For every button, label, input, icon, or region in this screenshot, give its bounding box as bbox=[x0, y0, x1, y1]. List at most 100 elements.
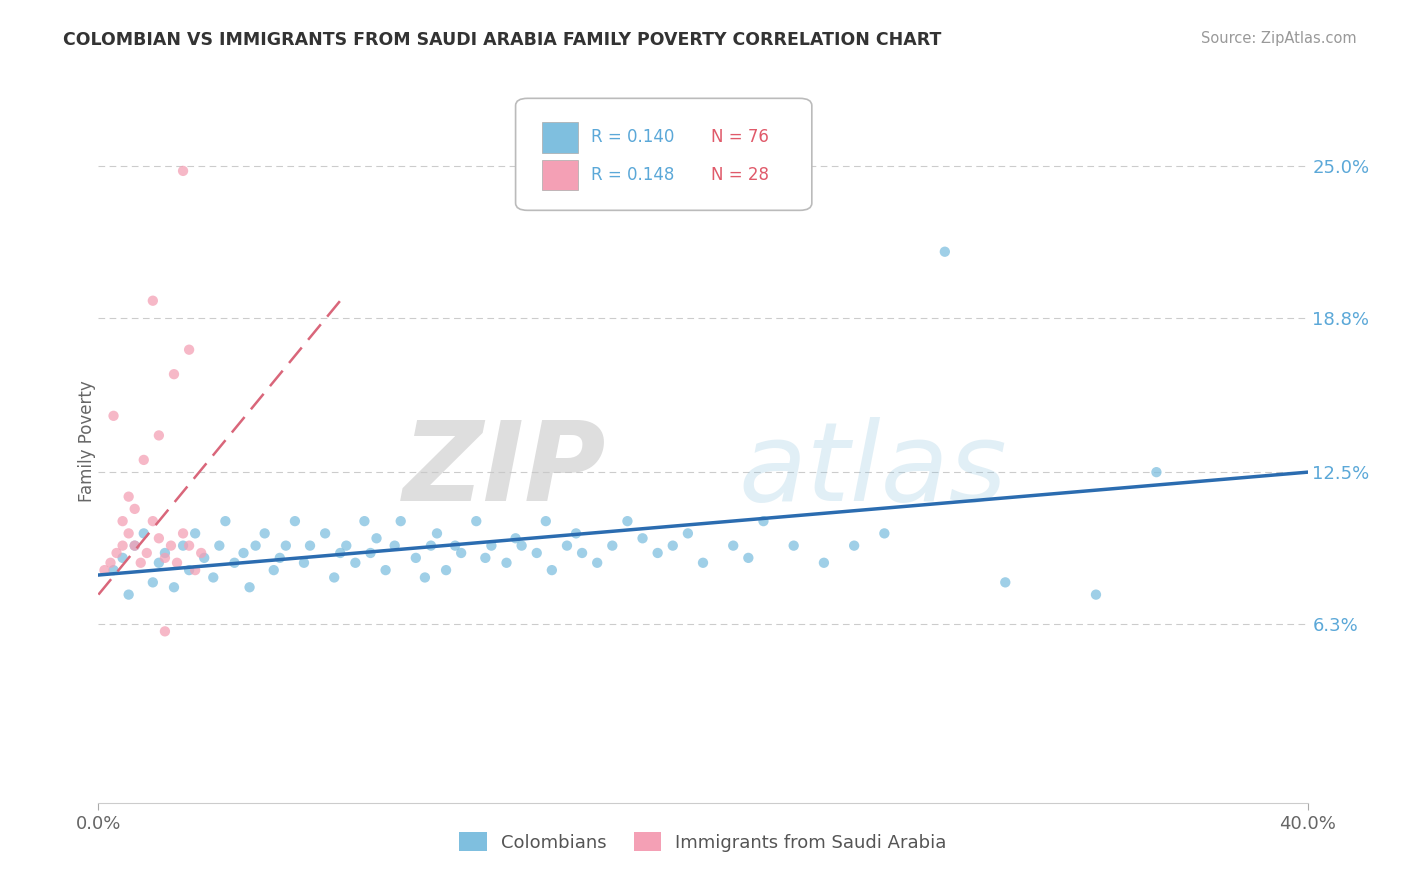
Point bbox=[172, 539, 194, 553]
Point bbox=[813, 556, 835, 570]
Point bbox=[602, 539, 624, 553]
Point bbox=[692, 556, 714, 570]
Point bbox=[1144, 465, 1167, 479]
Bar bbox=[543, 122, 578, 153]
Point bbox=[366, 531, 388, 545]
Y-axis label: Family Poverty: Family Poverty bbox=[79, 381, 96, 502]
Point bbox=[163, 367, 186, 381]
Point bbox=[534, 514, 557, 528]
Point bbox=[172, 526, 194, 541]
Point bbox=[723, 539, 745, 553]
Point bbox=[329, 546, 352, 560]
Point bbox=[111, 550, 134, 565]
Point bbox=[132, 526, 155, 541]
Point bbox=[142, 514, 165, 528]
Point bbox=[873, 526, 896, 541]
Point bbox=[153, 546, 176, 560]
Point bbox=[737, 550, 759, 565]
Point bbox=[166, 556, 188, 570]
Point bbox=[844, 539, 866, 553]
Text: atlas: atlas bbox=[738, 417, 1007, 524]
Point bbox=[124, 539, 146, 553]
Text: ZIP: ZIP bbox=[402, 417, 606, 524]
Point bbox=[253, 526, 276, 541]
Point bbox=[208, 539, 231, 553]
Point bbox=[413, 570, 436, 584]
Point bbox=[153, 624, 176, 639]
Point bbox=[344, 556, 367, 570]
Text: R = 0.148: R = 0.148 bbox=[591, 166, 673, 184]
Point bbox=[526, 546, 548, 560]
Point bbox=[426, 526, 449, 541]
Point bbox=[374, 563, 396, 577]
Point bbox=[481, 539, 503, 553]
Point bbox=[163, 580, 186, 594]
Point bbox=[148, 556, 170, 570]
Text: Source: ZipAtlas.com: Source: ZipAtlas.com bbox=[1201, 31, 1357, 46]
Point bbox=[184, 563, 207, 577]
Point bbox=[510, 539, 533, 553]
Text: N = 76: N = 76 bbox=[711, 128, 769, 146]
Point bbox=[153, 550, 176, 565]
Bar bbox=[543, 160, 578, 190]
Point bbox=[202, 570, 225, 584]
Point bbox=[245, 539, 267, 553]
Point bbox=[132, 453, 155, 467]
Point bbox=[647, 546, 669, 560]
Point bbox=[661, 539, 683, 553]
Point bbox=[148, 531, 170, 545]
Point bbox=[444, 539, 467, 553]
Point bbox=[103, 563, 125, 577]
Point bbox=[631, 531, 654, 545]
Point bbox=[179, 539, 201, 553]
FancyBboxPatch shape bbox=[516, 98, 811, 211]
Point bbox=[505, 531, 527, 545]
Point bbox=[360, 546, 382, 560]
Point bbox=[224, 556, 246, 570]
Point bbox=[142, 293, 165, 308]
Point bbox=[111, 539, 134, 553]
Legend: Colombians, Immigrants from Saudi Arabia: Colombians, Immigrants from Saudi Arabia bbox=[453, 825, 953, 859]
Point bbox=[111, 514, 134, 528]
Point bbox=[142, 575, 165, 590]
Point bbox=[335, 539, 357, 553]
Point bbox=[179, 563, 201, 577]
Point bbox=[540, 563, 562, 577]
Point bbox=[323, 570, 346, 584]
Point bbox=[616, 514, 638, 528]
Point bbox=[193, 550, 215, 565]
Point bbox=[179, 343, 201, 357]
Point bbox=[160, 539, 183, 553]
Point bbox=[274, 539, 297, 553]
Point bbox=[232, 546, 254, 560]
Point bbox=[420, 539, 443, 553]
Point bbox=[105, 546, 128, 560]
Point bbox=[314, 526, 336, 541]
Text: R = 0.140: R = 0.140 bbox=[591, 128, 673, 146]
Point bbox=[353, 514, 375, 528]
Point bbox=[263, 563, 285, 577]
Point bbox=[495, 556, 517, 570]
Point bbox=[434, 563, 457, 577]
Point bbox=[450, 546, 472, 560]
Point bbox=[994, 575, 1017, 590]
Point bbox=[299, 539, 322, 553]
Point bbox=[384, 539, 406, 553]
Point bbox=[389, 514, 412, 528]
Point bbox=[292, 556, 315, 570]
Point bbox=[124, 539, 146, 553]
Point bbox=[214, 514, 236, 528]
Point bbox=[555, 539, 578, 553]
Point bbox=[118, 490, 141, 504]
Point bbox=[118, 526, 141, 541]
Point bbox=[752, 514, 775, 528]
Point bbox=[190, 546, 212, 560]
Point bbox=[239, 580, 262, 594]
Point bbox=[103, 409, 125, 423]
Point bbox=[676, 526, 699, 541]
Point bbox=[93, 563, 115, 577]
Point bbox=[405, 550, 427, 565]
Point bbox=[571, 546, 593, 560]
Point bbox=[1085, 588, 1108, 602]
Point bbox=[129, 556, 152, 570]
